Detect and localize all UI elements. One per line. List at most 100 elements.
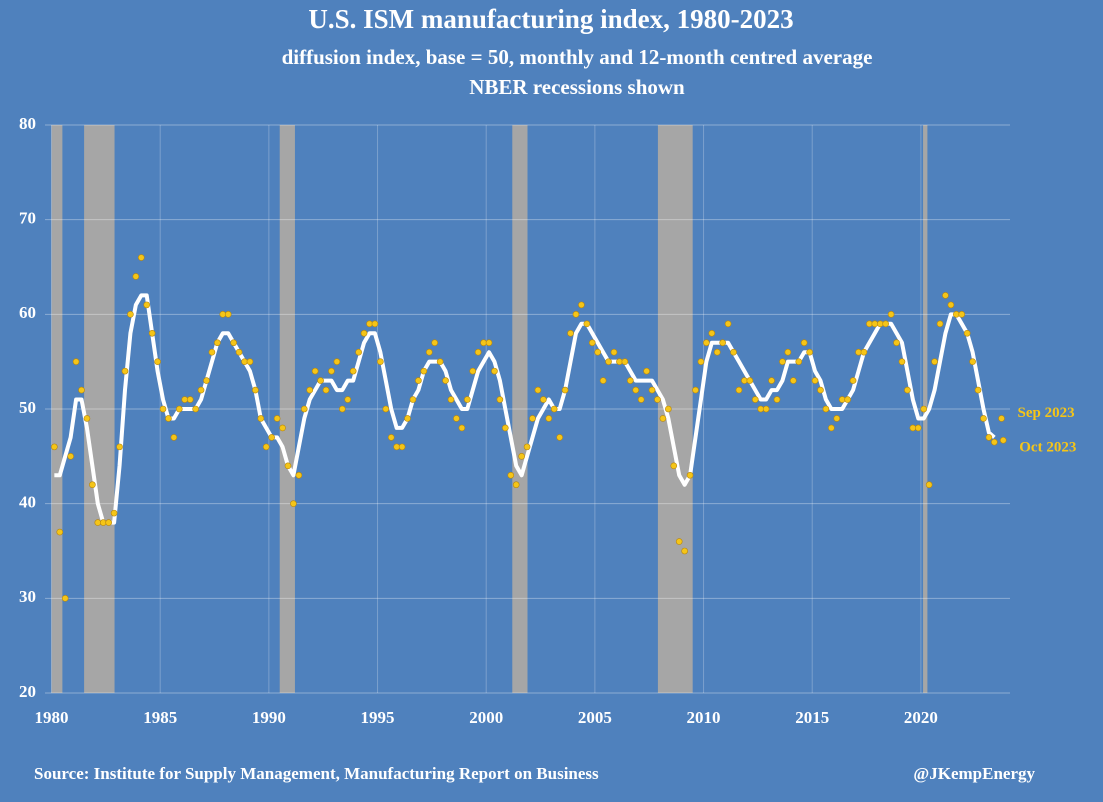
monthly-point [790,377,797,384]
monthly-point [295,471,303,479]
monthly-point [588,339,596,347]
monthly-point [518,453,525,460]
monthly-point [447,396,455,403]
monthly-point [556,434,563,441]
monthly-point [572,311,580,318]
monthly-point [127,311,134,318]
monthly-point [371,320,379,328]
x-tick-label: 1995 [361,708,395,727]
y-tick-label: 30 [19,587,36,606]
monthly-point [561,386,569,394]
monthly-point [800,339,808,347]
monthly-point [480,339,487,347]
monthly-point [909,424,917,432]
monthly-point [83,415,91,422]
monthly-point [458,424,466,432]
monthly-point [110,509,118,517]
recession-band [279,125,295,693]
monthly-point [795,358,803,365]
monthly-point [947,301,955,309]
monthly-point [871,320,879,328]
monthly-point [224,311,232,318]
monthly-point [311,367,319,375]
x-tick-label: 2015 [795,708,829,727]
y-tick-label: 80 [19,114,36,133]
annotation: Sep 2023 [1018,405,1075,421]
monthly-point [675,538,683,545]
monthly-point [931,358,938,365]
monthly-point [757,405,765,413]
monthly-point [409,396,417,403]
monthly-point [485,339,493,347]
x-tick-label: 1985 [143,708,177,727]
monthly-point [94,519,102,526]
monthly-point [132,273,140,280]
monthly-point [605,358,612,365]
monthly-point [681,547,688,555]
monthly-point [181,396,189,403]
monthly-point [969,358,976,365]
monthly-point [230,339,237,347]
monthly-point [844,396,851,403]
monthly-point [610,348,618,356]
monthly-point [963,329,971,337]
monthly-point [425,348,433,356]
source: Source: Institute for Supply Management,… [34,764,599,783]
monthly-point [849,377,857,384]
monthly-point [252,386,259,394]
monthly-point [273,415,281,422]
monthly-point [784,348,792,356]
x-tick-label: 2000 [469,708,503,727]
monthly-point [344,396,352,403]
monthly-point [741,377,748,384]
monthly-point [387,434,395,441]
monthly-point [936,320,944,328]
monthly-point [300,405,308,413]
monthly-point [290,500,297,507]
monthly-point [898,358,906,365]
monthly-point [648,386,656,394]
monthly-point [176,405,183,413]
monthly-point [811,377,819,384]
monthly-point [393,443,400,451]
monthly-point [974,386,982,394]
monthly-point [463,396,471,403]
monthly-point [904,386,911,394]
monthly-point [627,377,634,384]
chart-note: NBER recessions shown [469,75,685,99]
monthly-point [735,386,743,394]
monthly-point [116,443,123,451]
monthly-point [246,358,254,365]
monthly-point [887,311,895,318]
monthly-point [686,471,694,479]
monthly-point [713,348,721,356]
monthly-point [268,434,275,441]
monthly-point [746,377,754,384]
monthly-point [453,415,460,422]
monthly-point [192,405,199,413]
x-tick-label: 2020 [904,708,938,727]
monthly-point [670,462,678,470]
monthly-point [507,471,515,479]
y-tick-label: 60 [19,303,36,322]
monthly-point [420,367,428,375]
monthly-point [637,396,645,403]
monthly-point [751,396,759,403]
chart-subtitle: diffusion index, base = 50, monthly and … [282,45,873,69]
chart-title: U.S. ISM manufacturing index, 1980-2023 [308,4,793,34]
monthly-point [985,434,993,441]
monthly-point [474,348,482,356]
monthly-point [860,348,868,356]
monthly-point [89,481,96,489]
monthly-point [502,424,509,432]
monthly-point [999,436,1007,444]
monthly-point [806,348,813,356]
monthly-point [148,329,156,337]
monthly-point [339,405,346,413]
monthly-point [431,339,438,347]
monthly-point [349,367,357,375]
monthly-point [219,311,227,318]
monthly-point [594,348,602,356]
recession-band [512,125,528,693]
monthly-point [67,453,74,460]
